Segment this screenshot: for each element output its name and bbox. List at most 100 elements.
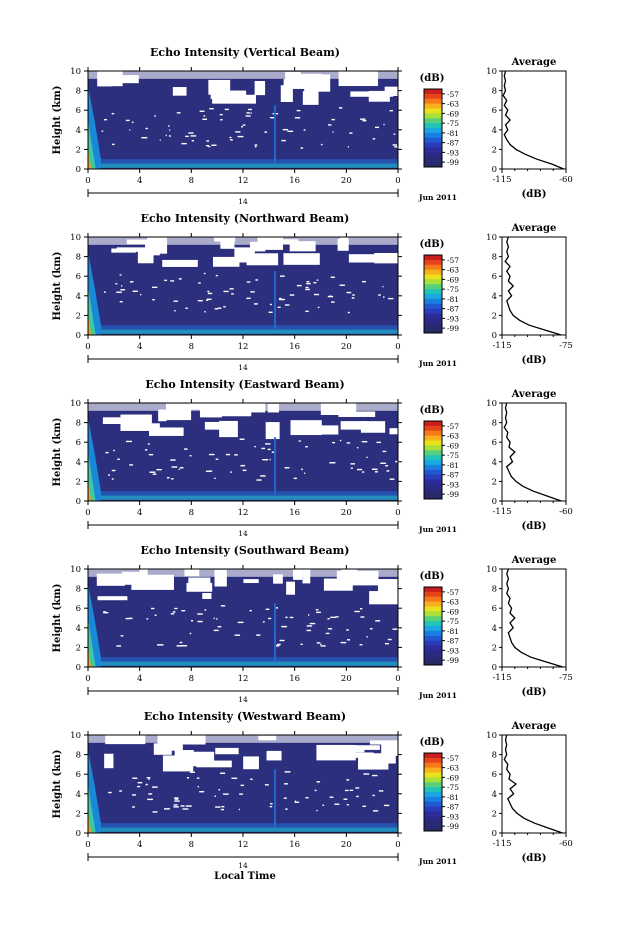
no-data-region: [181, 645, 188, 647]
colorbar-tick-label: -69: [447, 109, 459, 118]
x-tick-label: 20: [341, 674, 352, 684]
no-data-region: [223, 306, 226, 308]
x-tick-label: 12: [238, 674, 249, 684]
no-data-region: [395, 460, 400, 463]
no-data-region: [120, 635, 124, 637]
colorbar-tick-label: -75: [447, 617, 459, 626]
x-tick-label: 8: [189, 674, 194, 684]
profile-y-tick-label: 10: [486, 399, 497, 409]
no-data-region: [352, 294, 355, 296]
no-data-region: [330, 276, 335, 278]
no-data-region: [346, 779, 350, 781]
colorbar-swatch: [424, 772, 442, 778]
no-data-region: [387, 589, 407, 595]
no-data-region: [327, 628, 333, 630]
colorbar-unit: (dB): [420, 405, 445, 416]
no-data-region: [235, 131, 241, 133]
no-data-region: [104, 291, 106, 293]
x-tick-label: 0: [85, 840, 90, 850]
y-tick-label: 10: [70, 233, 81, 243]
no-data-region: [305, 797, 309, 799]
colorbar-tick-label: -81: [447, 461, 459, 470]
no-data-region: [168, 125, 170, 127]
no-data-region: [152, 786, 158, 788]
y-tick-label: 6: [76, 272, 81, 282]
profile-title: Average: [511, 223, 557, 234]
echo-plume: [88, 120, 96, 169]
no-data-region: [154, 115, 156, 117]
colorbar-swatch: [424, 118, 442, 124]
y-tick-label: 2: [76, 643, 81, 653]
no-data-region: [105, 451, 109, 454]
profile-line: [503, 734, 563, 834]
no-data-region: [264, 131, 268, 133]
no-data-region: [214, 308, 219, 310]
colorbar-tick-label: -63: [447, 266, 459, 275]
x-tick-label: 8: [189, 508, 194, 518]
no-data-region: [375, 620, 381, 622]
day-label: 14: [238, 695, 248, 704]
no-data-region: [284, 467, 290, 469]
no-data-region: [306, 629, 312, 632]
no-data-region: [108, 474, 110, 476]
no-data-region: [180, 805, 185, 807]
no-data-region: [117, 458, 120, 460]
no-data-region: [350, 91, 394, 97]
colorbar-swatch: [424, 801, 442, 808]
colorbar-swatch: [424, 294, 442, 300]
echo-band-layer: [88, 495, 398, 501]
profile-y-tick-label: 4: [492, 126, 497, 136]
y-tick-label: 10: [70, 565, 81, 575]
colorbar-swatch: [424, 777, 442, 783]
colorbar-tick-label: -81: [447, 793, 459, 802]
no-data-region: [179, 641, 183, 644]
no-data-region: [129, 464, 133, 466]
x-tick-label: 16: [289, 674, 300, 684]
no-data-region: [262, 621, 265, 623]
no-data-region: [392, 628, 398, 630]
y-tick-label: 6: [76, 438, 81, 448]
no-data-region: [171, 466, 178, 468]
colorbar-swatch: [424, 811, 442, 817]
no-data-region: [189, 771, 195, 773]
profile-title: Average: [511, 555, 557, 566]
no-data-region: [362, 280, 366, 283]
no-data-region: [334, 803, 340, 805]
date-label: Jun 2011: [418, 525, 457, 534]
colorbar-swatch: [424, 792, 442, 798]
no-data-region: [316, 642, 321, 644]
colorbar-swatch: [424, 128, 442, 134]
no-data-region: [166, 477, 170, 479]
no-data-region: [141, 136, 148, 139]
colorbar-swatch: [424, 123, 442, 129]
no-data-region: [186, 582, 213, 592]
y-tick-label: 2: [76, 145, 81, 155]
colorbar-swatch: [424, 479, 442, 485]
no-data-region: [346, 629, 349, 631]
colorbar-swatch: [424, 157, 442, 163]
colorbar-swatch: [424, 787, 442, 793]
x-tick-label: 4: [137, 176, 142, 186]
no-data-region: [303, 472, 306, 474]
colorbar-tick-label: -63: [447, 432, 459, 441]
colorbar-tick-label: -75: [447, 451, 459, 460]
echo-band-layer: [88, 325, 398, 334]
no-data-region: [172, 611, 176, 613]
no-data-region: [249, 609, 252, 612]
echo-plume: [88, 286, 96, 335]
colorbar-tick-label: -57: [447, 90, 459, 99]
no-data-region: [196, 760, 232, 768]
y-tick-label: 8: [76, 419, 81, 429]
day-label: 14: [238, 529, 248, 538]
y-tick-label: 4: [76, 126, 81, 136]
no-data-region: [208, 145, 211, 148]
colorbar-swatch: [424, 650, 442, 656]
colorbar-frame: [423, 420, 443, 500]
colorbar-swatch: [424, 762, 442, 769]
no-data-region: [206, 140, 210, 142]
colorbar-tick-label: -87: [447, 471, 459, 480]
profile-y-tick-label: 0: [492, 497, 497, 507]
no-data-region: [265, 608, 270, 611]
no-data-region: [374, 471, 379, 473]
no-data-region: [269, 458, 271, 461]
